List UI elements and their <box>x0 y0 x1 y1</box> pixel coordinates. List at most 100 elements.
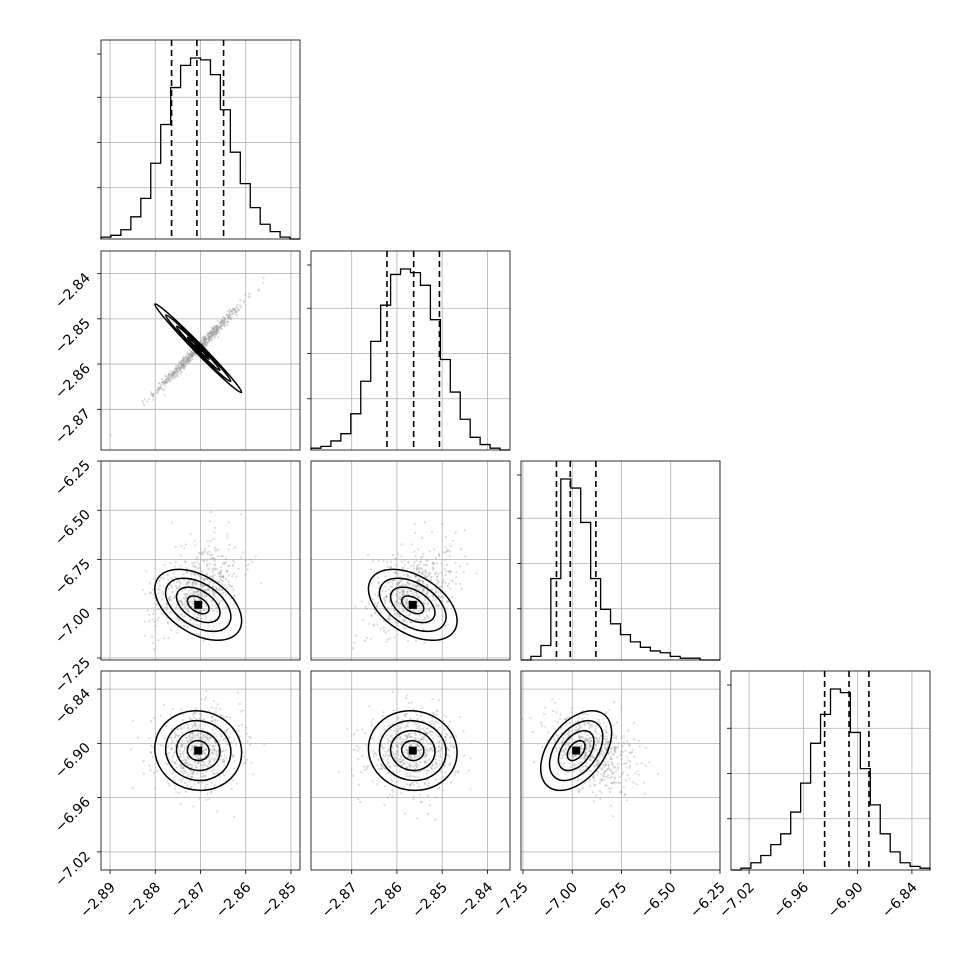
scatter-point <box>578 736 581 739</box>
scatter-point <box>171 739 174 742</box>
scatter-point <box>642 781 645 784</box>
scatter-point <box>178 585 181 588</box>
scatter-point <box>200 617 203 620</box>
scatter-point <box>434 720 437 723</box>
scatter-point <box>180 365 183 368</box>
scatter-point <box>531 731 534 734</box>
scatter-point <box>208 588 211 591</box>
scatter-point <box>202 763 205 766</box>
scatter-point <box>416 566 419 569</box>
scatter-point <box>176 370 180 373</box>
scatter-point <box>361 618 365 622</box>
scatter-point <box>226 564 230 568</box>
scatter-point <box>393 726 396 729</box>
scatter-point <box>440 738 443 741</box>
scatter-point <box>418 729 421 732</box>
scatter-point <box>566 732 569 736</box>
scatter-point <box>180 728 183 731</box>
scatter-point <box>199 583 202 586</box>
scatter-point <box>224 557 227 561</box>
scatter-point <box>401 737 404 741</box>
scatter-point <box>613 766 617 769</box>
scatter-point <box>629 760 632 763</box>
scatter-point <box>206 333 209 336</box>
scatter-point <box>577 790 580 793</box>
scatter-point <box>384 599 387 602</box>
scatter-point <box>398 591 401 594</box>
scatter-point <box>234 743 237 746</box>
scatter-point <box>445 535 448 539</box>
scatter-point <box>180 366 183 369</box>
scatter-point <box>180 360 183 363</box>
scatter-point <box>416 744 419 747</box>
scatter-point <box>596 758 600 761</box>
scatter-point <box>212 330 215 333</box>
scatter-point <box>177 363 180 367</box>
scatter-point <box>236 310 239 313</box>
scatter-point <box>442 580 445 583</box>
scatter-point <box>233 308 236 311</box>
scatter-point <box>409 743 412 747</box>
scatter-point <box>194 590 197 594</box>
scatter-point <box>225 314 228 317</box>
scatter-point <box>171 741 174 744</box>
scatter-point <box>173 736 177 739</box>
scatter-point <box>396 595 399 598</box>
scatter-point <box>186 593 189 596</box>
scatter-point <box>423 754 426 757</box>
scatter-point <box>398 602 401 605</box>
scatter-point <box>171 727 174 731</box>
scatter-point <box>391 593 394 597</box>
scatter-point <box>394 571 397 574</box>
scatter-point <box>175 368 178 371</box>
scatter-point <box>399 598 402 601</box>
scatter-point <box>199 744 203 747</box>
scatter-point <box>604 762 607 765</box>
scatter-point <box>176 759 179 762</box>
scatter-point <box>600 768 603 771</box>
scatter-point <box>434 778 438 781</box>
scatter-point <box>402 619 406 622</box>
scatter-point <box>437 749 440 753</box>
scatter-point <box>434 572 437 576</box>
scatter-point <box>376 623 379 626</box>
scatter-point <box>406 582 409 585</box>
scatter-point <box>169 629 172 632</box>
scatter-point <box>585 737 588 740</box>
scatter-point <box>204 341 207 344</box>
scatter-point <box>165 609 168 612</box>
scatter-point <box>449 742 452 745</box>
scatter-point <box>372 752 376 755</box>
scatter-point <box>185 762 188 765</box>
scatter-point <box>397 728 400 731</box>
scatter-point <box>246 568 249 571</box>
scatter-point <box>393 609 396 612</box>
scatter-point <box>205 594 208 597</box>
scatter-point <box>448 571 451 574</box>
scatter-point <box>607 751 611 755</box>
scatter-point <box>386 560 389 563</box>
scatter-point <box>612 753 616 756</box>
scatter-point <box>179 613 182 616</box>
scatter-point <box>163 637 166 640</box>
scatter-point <box>613 749 616 752</box>
scatter-point <box>612 736 615 740</box>
scatter-point <box>580 744 583 747</box>
scatter-point <box>580 726 583 729</box>
scatter-point <box>193 783 196 786</box>
scatter-point <box>240 710 243 713</box>
scatter-point <box>628 744 631 747</box>
scatter-point <box>248 292 251 296</box>
scatter-point <box>231 754 234 757</box>
panel-frame-2-0 <box>100 460 301 661</box>
scatter-point <box>450 735 453 739</box>
scatter-point <box>577 778 580 781</box>
scatter-point <box>408 584 411 587</box>
scatter-point <box>555 711 558 714</box>
scatter-point <box>393 571 396 574</box>
scatter-point <box>196 591 199 594</box>
scatter-point <box>211 567 214 570</box>
scatter-point <box>210 781 213 784</box>
scatter-point <box>183 606 186 609</box>
scatter-point <box>212 325 215 328</box>
